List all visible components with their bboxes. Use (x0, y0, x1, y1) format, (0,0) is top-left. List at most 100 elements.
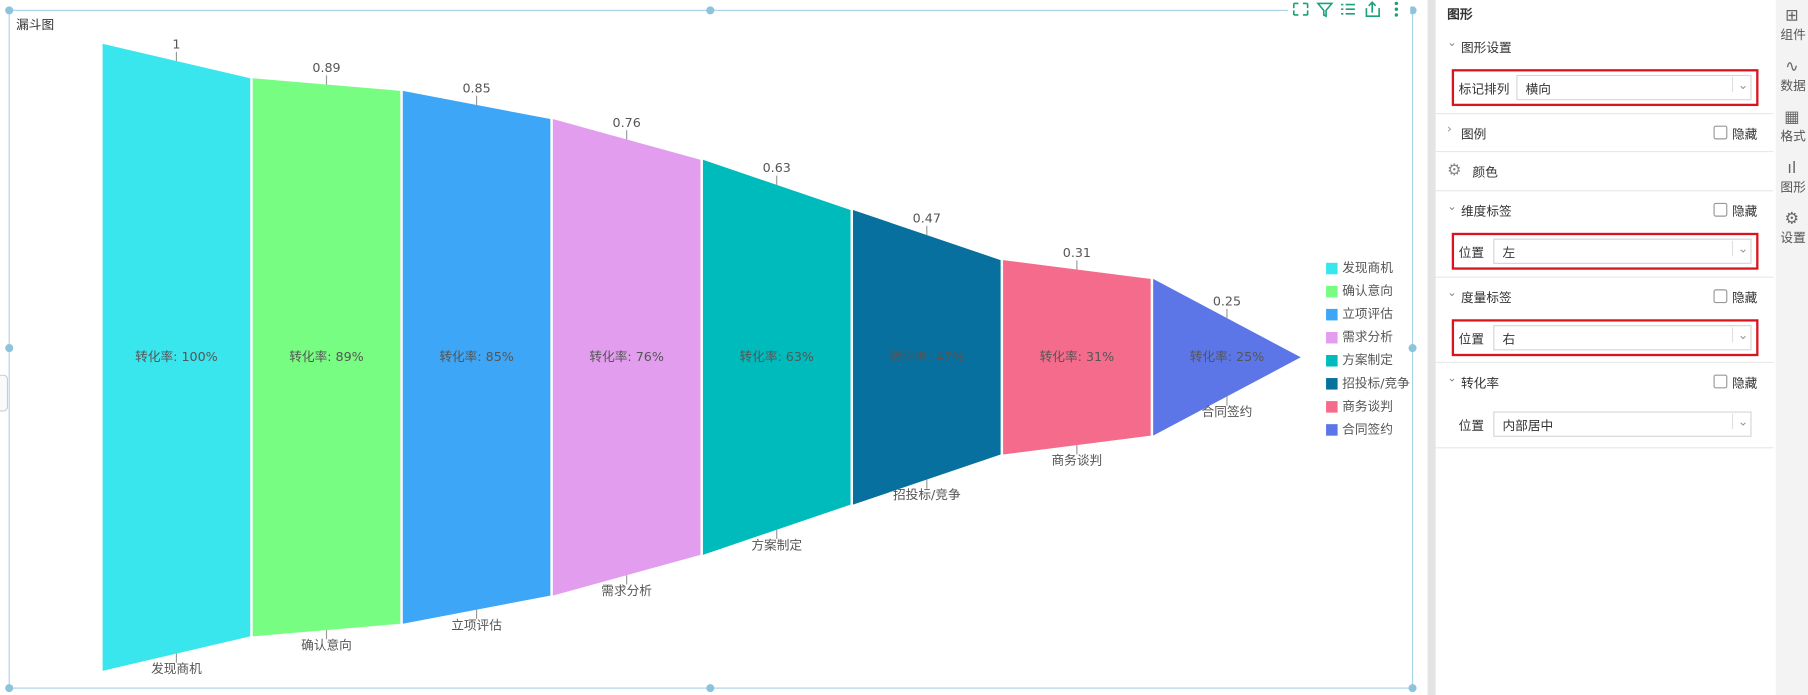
rate-label: 转化率: 76% (589, 349, 664, 364)
legend-label: 招投标/竞争 (1342, 375, 1410, 390)
sidebar-label[interactable]: 格式 (1780, 129, 1806, 145)
funnel-segment (252, 78, 401, 637)
funnel-segment (853, 209, 1001, 505)
section-divider (1435, 447, 1774, 449)
value-label: 1 (172, 36, 180, 51)
section-chevron[interactable]: ⌄ (1447, 36, 1457, 50)
category-label: 方案制定 (751, 537, 802, 552)
legend-swatch (1326, 285, 1338, 298)
legend-label: 确认意向 (1342, 283, 1393, 298)
sidebar-label[interactable]: 设置 (1780, 230, 1806, 246)
select-arrow[interactable]: ⌄ (1731, 240, 1748, 256)
sidebar-label[interactable]: 图形 (1780, 179, 1806, 195)
legend-label: 合同签约 (1342, 421, 1393, 436)
legend-swatch (1326, 378, 1338, 390)
rate-label: 转化率: 85% (439, 349, 514, 364)
funnel-segment (702, 159, 851, 555)
field-label: 位置 (1458, 418, 1485, 434)
section-chevron[interactable]: ⌄ (1447, 372, 1457, 385)
chart-title: 漏斗图 (16, 17, 54, 32)
hide-checkbox[interactable] (1713, 125, 1728, 140)
hide-checkbox[interactable] (1713, 289, 1728, 304)
hide-checkbox[interactable] (1713, 374, 1728, 389)
collapse-tab[interactable] (0, 374, 9, 412)
select-box[interactable] (1493, 238, 1752, 264)
sidebar-icon[interactable]: ∿ (1785, 57, 1799, 77)
section-title: 维度标签 (1460, 204, 1512, 219)
value-label: 0.31 (1063, 245, 1091, 260)
sidebar-icon[interactable]: ıl (1787, 159, 1797, 178)
value-label: 0.47 (913, 210, 941, 225)
select-box[interactable] (1516, 74, 1752, 101)
resize-handles (5, 6, 1417, 693)
legend-label: 立项评估 (1342, 306, 1393, 321)
select-value: 横向 (1525, 81, 1551, 97)
section-chevron[interactable]: ⌄ (1447, 286, 1457, 300)
select-value: 左 (1502, 245, 1516, 261)
highlight-box (1451, 232, 1759, 270)
category-label: 发现商机 (151, 661, 202, 676)
sidebar-icon[interactable]: ⊞ (1785, 6, 1799, 26)
panel-title: 图形 (1447, 6, 1473, 22)
sidebar-icon[interactable]: ▦ (1784, 108, 1800, 127)
select-value: 内部居中 (1502, 418, 1554, 434)
select-arrow[interactable]: ⌄ (1731, 413, 1748, 429)
section-title: 度量标签 (1460, 290, 1512, 306)
select-arrow[interactable]: ⌄ (1731, 77, 1748, 93)
select-box[interactable] (1493, 411, 1752, 437)
hide-label: 隐藏 (1731, 204, 1758, 219)
section-divider (1435, 361, 1774, 364)
select-arrow[interactable]: ⌄ (1731, 327, 1748, 343)
legend-swatch (1326, 355, 1338, 367)
value-label: 0.85 (462, 80, 490, 95)
section-chevron[interactable]: › (1447, 123, 1452, 137)
legend-label: 需求分析 (1342, 329, 1393, 344)
field-label: 标记排列 (1458, 81, 1510, 97)
value-label: 0.25 (1213, 293, 1241, 308)
category-label: 合同签约 (1202, 404, 1253, 419)
hide-label: 隐藏 (1731, 375, 1758, 391)
chart-toolbar[interactable] (1288, 0, 1411, 19)
section-divider (1435, 276, 1774, 278)
hide-checkbox[interactable] (1713, 202, 1728, 217)
highlight-box (1451, 69, 1759, 107)
section-chevron[interactable]: ⌄ (1447, 200, 1457, 214)
gear-icon[interactable]: ⚙ (1447, 161, 1462, 180)
section-divider (1435, 112, 1774, 115)
rate-label: 转化率: 100% (135, 349, 218, 364)
section-title: 转化率 (1460, 375, 1500, 391)
select-box[interactable] (1493, 325, 1752, 351)
rate-label: 转化率: 25% (1190, 349, 1265, 364)
rate-label: 转化率: 63% (739, 349, 814, 364)
value-label: 0.63 (763, 160, 791, 175)
section-title: 图形设置 (1460, 40, 1512, 56)
category-label: 需求分析 (601, 583, 652, 598)
highlight-box (1451, 319, 1759, 357)
legend-swatch (1326, 262, 1338, 275)
panel-divider[interactable] (1427, 0, 1436, 695)
legend-swatch (1326, 424, 1338, 436)
funnel-segment (552, 119, 701, 596)
sidebar-icon[interactable]: ⚙ (1784, 209, 1800, 229)
sidebar-label[interactable]: 数据 (1780, 78, 1806, 94)
hide-label: 隐藏 (1731, 126, 1758, 142)
legend-swatch (1326, 331, 1338, 344)
value-label: 0.76 (613, 115, 641, 130)
legend-swatch (1326, 401, 1338, 413)
legend-swatch (1326, 308, 1338, 321)
hide-label: 隐藏 (1731, 290, 1758, 306)
category-label: 招投标/竞争 (893, 487, 961, 502)
icon-sidebar (1775, 0, 1808, 695)
section-title: 颜色 (1472, 164, 1498, 180)
funnel-segment (1003, 260, 1151, 455)
legend-label: 商务谈判 (1342, 398, 1393, 413)
legend-label: 方案制定 (1342, 352, 1393, 367)
field-label: 位置 (1458, 331, 1485, 347)
select-value: 右 (1502, 331, 1516, 347)
funnel-segment (102, 43, 251, 671)
field-label: 位置 (1458, 245, 1485, 261)
sidebar-label[interactable]: 组件 (1780, 27, 1806, 43)
rate-label: 转化率: 31% (1040, 349, 1115, 364)
